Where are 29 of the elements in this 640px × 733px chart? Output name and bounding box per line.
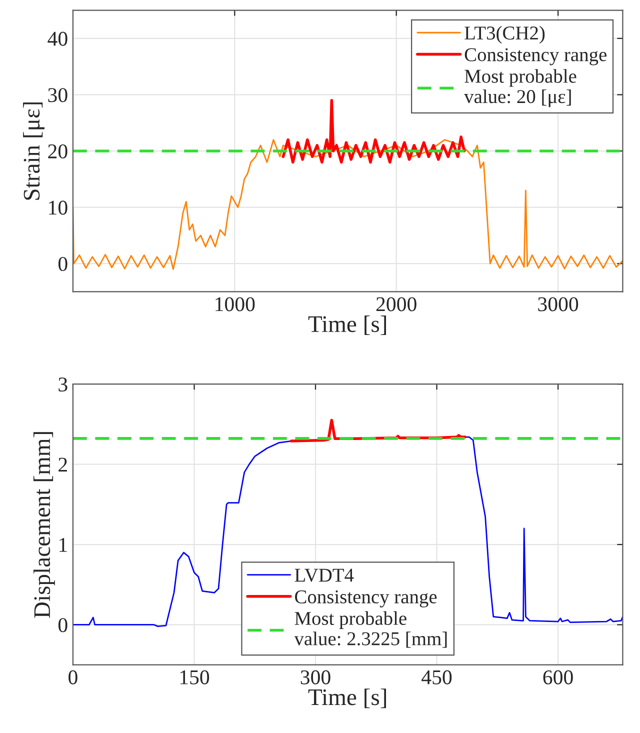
- x-tick-label: 1000: [216, 297, 255, 312]
- y-tick-label: 0: [58, 256, 68, 272]
- legend-label: LVDT4: [294, 568, 354, 582]
- x-tick-label: 300: [300, 670, 330, 684]
- legend-label: LT3(CH2): [464, 26, 545, 44]
- y-axis-title: Strain [με]: [23, 102, 44, 200]
- x-tick-label: 600: [543, 670, 573, 684]
- legend-label: Consistency range: [464, 48, 606, 66]
- y-tick-label: 30: [48, 88, 68, 102]
- y-tick-label: 0: [58, 618, 68, 632]
- x-tick-label: 3000: [538, 297, 578, 312]
- legend-label: Consistency range: [295, 590, 437, 608]
- y-tick-label: 1: [60, 538, 67, 552]
- line-series: [72, 139, 623, 270]
- legend-label: Most probable value: 2.3225 [mm]: [294, 611, 447, 648]
- x-tick-label: 450: [422, 670, 452, 684]
- x-tick-label: 2000: [376, 297, 416, 312]
- y-axis-title: Displacement [mm]: [33, 432, 55, 618]
- x-tick-label: 150: [180, 670, 210, 684]
- y-tick-label: 3: [58, 378, 68, 392]
- y-tick-label: 20: [48, 144, 68, 158]
- line-series: [282, 98, 466, 164]
- y-tick-label: 40: [48, 32, 68, 46]
- y-tick-label: 10: [49, 200, 68, 215]
- x-axis-title: Time [s]: [308, 688, 386, 708]
- y-tick-label: 2: [58, 458, 67, 472]
- x-tick-label: 0: [68, 670, 78, 684]
- x-axis-title: Time [s]: [308, 315, 386, 336]
- legend-label: Most probable value: 20 [με]: [464, 69, 576, 108]
